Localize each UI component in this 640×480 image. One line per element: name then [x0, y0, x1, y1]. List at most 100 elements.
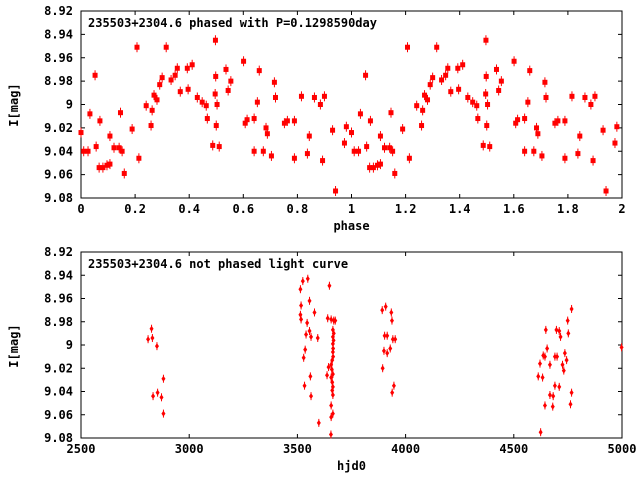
y-tick-label: 9: [66, 98, 73, 112]
data-point: [330, 409, 335, 418]
data-point: [210, 140, 216, 151]
data-point: [307, 296, 312, 305]
data-point: [465, 92, 471, 103]
data-point: [485, 99, 491, 110]
data-point: [582, 92, 588, 103]
data-point: [542, 401, 547, 410]
data-point: [575, 148, 581, 159]
data-point: [377, 131, 383, 142]
data-point: [320, 155, 326, 166]
data-point: [547, 390, 552, 399]
data-point: [204, 113, 210, 124]
data-point: [545, 344, 550, 353]
phased-plot-ylabel: I[mag]: [7, 83, 21, 127]
data-point: [149, 324, 154, 333]
data-point: [111, 142, 117, 153]
data-point: [312, 308, 317, 317]
y-tick-label: 9: [66, 338, 73, 352]
data-point: [321, 91, 327, 102]
data-point: [425, 94, 431, 105]
data-point: [223, 64, 229, 75]
data-point: [498, 76, 504, 87]
data-point: [515, 114, 521, 125]
data-point: [264, 128, 270, 139]
x-tick-label: 3500: [283, 442, 312, 456]
data-point: [566, 329, 571, 338]
x-tick-label: 0.8: [287, 202, 309, 216]
data-point: [119, 146, 125, 157]
y-tick-label: 8.94: [44, 268, 73, 282]
data-point: [357, 108, 363, 119]
data-point: [551, 392, 556, 401]
data-point: [281, 118, 287, 129]
data-point: [535, 128, 541, 139]
x-tick-label: 1.2: [395, 202, 417, 216]
data-point: [555, 352, 560, 361]
data-point: [315, 334, 320, 343]
data-point: [333, 185, 339, 196]
data-point: [159, 393, 164, 402]
y-tick-label: 9.08: [44, 431, 73, 445]
data-point: [525, 97, 531, 108]
data-point: [406, 153, 412, 164]
plot-frame: [80, 10, 623, 199]
x-tick-label: 3000: [175, 442, 204, 456]
data-point: [543, 92, 549, 103]
data-point: [388, 107, 394, 118]
data-point: [291, 115, 297, 126]
data-point: [557, 327, 562, 336]
data-point: [420, 105, 426, 116]
data-point: [562, 153, 568, 164]
data-point: [600, 125, 606, 136]
y-tick-label: 9.02: [44, 361, 73, 375]
data-point: [330, 390, 335, 399]
data-point: [107, 131, 113, 142]
y-tick-label: 8.92: [44, 245, 73, 259]
y-tick-label: 8.96: [44, 51, 73, 65]
data-point: [557, 382, 562, 391]
data-point: [343, 121, 349, 132]
data-point: [212, 88, 218, 99]
data-point: [537, 359, 542, 368]
data-point: [225, 85, 231, 96]
data-point: [97, 115, 103, 126]
data-point: [251, 113, 257, 124]
data-point: [389, 316, 394, 325]
data-point: [174, 63, 180, 74]
data-point: [487, 141, 493, 152]
data-point: [540, 373, 545, 382]
data-point: [351, 146, 357, 157]
data-point: [483, 88, 489, 99]
data-point: [107, 159, 113, 170]
data-point: [561, 366, 566, 375]
data-point: [305, 318, 310, 327]
data-point: [455, 63, 461, 74]
data-point: [363, 70, 369, 81]
data-point: [316, 418, 321, 427]
data-point: [154, 342, 159, 351]
data-point: [184, 63, 190, 74]
unphased-plot-ylabel: I[mag]: [7, 324, 21, 368]
data-point: [214, 99, 220, 110]
data-point: [392, 168, 398, 179]
data-point: [382, 142, 388, 153]
plot-frame: [80, 251, 623, 439]
data-point: [538, 428, 543, 437]
data-point: [562, 115, 568, 126]
data-point: [522, 146, 528, 157]
data-point: [527, 65, 533, 76]
data-point: [302, 381, 307, 390]
x-tick-label: 0.6: [232, 202, 254, 216]
data-point: [326, 363, 331, 372]
x-tick-label: 1.4: [449, 202, 471, 216]
data-point: [329, 413, 334, 422]
data-point: [388, 344, 393, 353]
data-point: [400, 124, 406, 135]
data-point: [161, 409, 166, 418]
data-point: [189, 59, 195, 70]
data-point: [550, 402, 555, 411]
data-point: [377, 159, 383, 170]
data-point: [569, 304, 574, 313]
data-point: [304, 148, 310, 159]
